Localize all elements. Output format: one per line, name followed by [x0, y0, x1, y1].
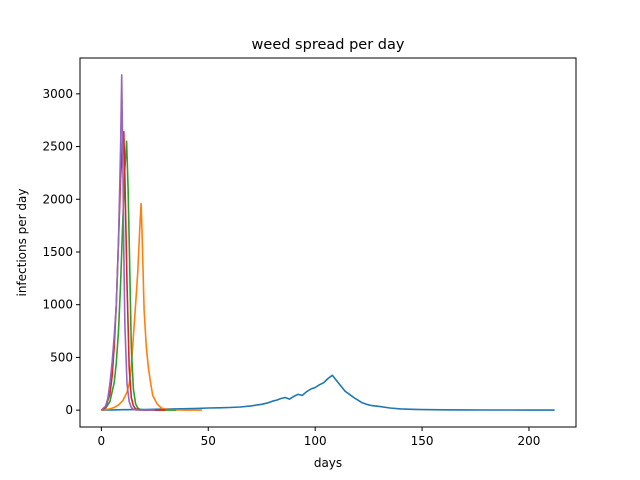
x-tick-label: 100: [304, 434, 327, 448]
y-tick-label: 2000: [42, 192, 73, 206]
y-tick-label: 1000: [42, 298, 73, 312]
series-line-2: [101, 202, 202, 411]
series-line-5: [100, 74, 155, 411]
x-axis-label: days: [314, 456, 342, 470]
y-tick-label: 3000: [42, 87, 73, 101]
x-axis-ticks: 0 50 100 150 200: [98, 427, 541, 448]
y-axis-label: infections per day: [15, 188, 29, 296]
x-tick-label: 50: [201, 434, 216, 448]
y-tick-label: 0: [65, 403, 73, 417]
x-tick-label: 150: [411, 434, 434, 448]
y-tick-label: 500: [50, 350, 73, 364]
y-axis-ticks: 0 500 1000 1500 2000 2500 3000: [42, 87, 80, 417]
axes-frame: [79, 57, 577, 428]
chart-title: weed spread per day: [252, 37, 405, 53]
y-tick-label: 2500: [42, 140, 73, 154]
series-line-1: [101, 374, 555, 411]
x-tick-label: 200: [518, 434, 541, 448]
plot-lines: [100, 74, 555, 411]
y-tick-label: 1500: [42, 245, 73, 259]
x-tick-label: 0: [98, 434, 106, 448]
